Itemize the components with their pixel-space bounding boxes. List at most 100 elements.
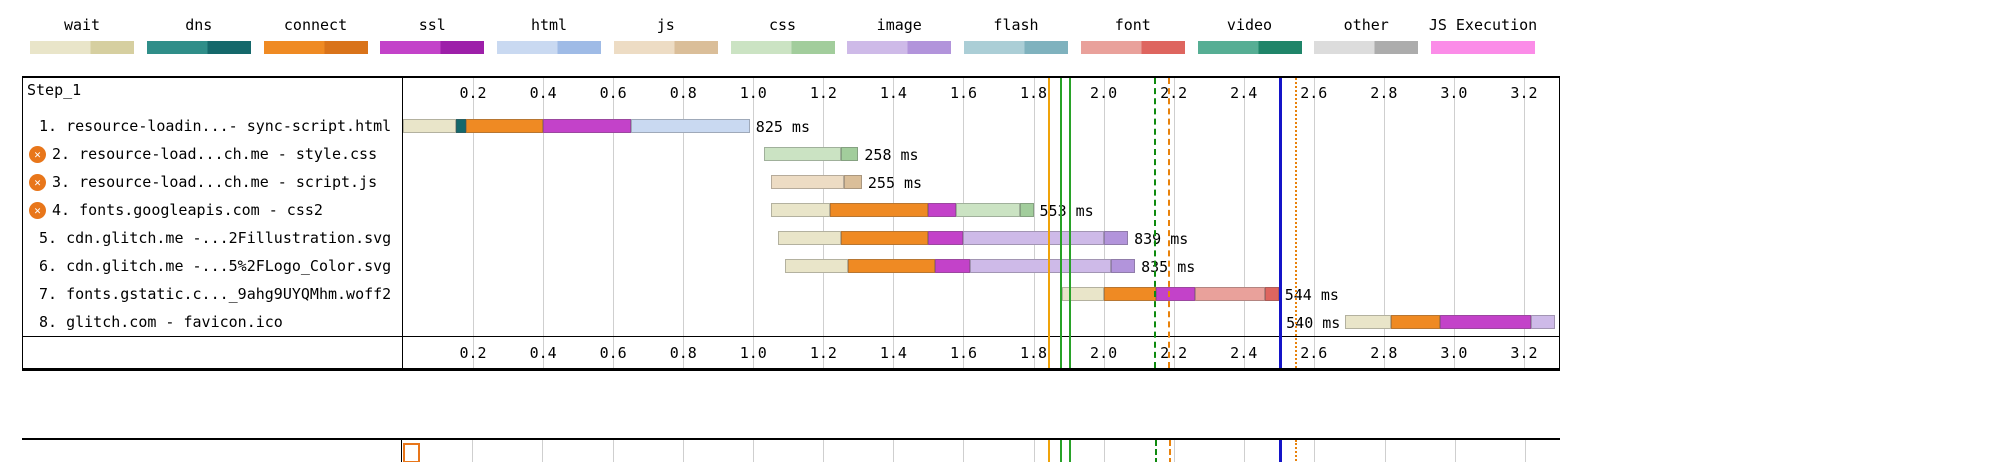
tick-label: 2.4 [1230, 84, 1258, 102]
request-label[interactable]: ✕ 4. fonts.googleapis.com - css2 [23, 196, 402, 224]
duration-label: 839 ms [1134, 230, 1189, 248]
legend-item-wait: wait [30, 16, 134, 54]
gridlines [402, 440, 1560, 462]
request-label-text: 7. fonts.gstatic.c..._9ahg9UYQMhm.woff2 [39, 285, 392, 303]
event-markers [402, 440, 1560, 462]
waterfall-table: Step_1 1. resource-loadin...- sync-scrip… [22, 76, 1560, 371]
request-bar-row[interactable]: 255 ms [403, 168, 1559, 196]
duration-label: 544 ms [1284, 286, 1339, 304]
legend-label: image [876, 16, 922, 34]
ssl-swatch-icon [380, 41, 485, 54]
request-bar-row[interactable]: 544 ms [403, 280, 1559, 308]
request-bar-row[interactable]: 540 ms [403, 308, 1559, 336]
tick-label: 1.6 [949, 344, 978, 362]
request-label-column: Step_1 1. resource-loadin...- sync-scrip… [23, 78, 403, 368]
bar-segment-connect [830, 203, 929, 217]
gridline [1244, 440, 1246, 462]
tick-label: 0.6 [599, 344, 627, 362]
time-axis-bottom: 0.2 0.4 0.6 0.8 1.0 1.2 1.4 1.6 1.8 2.0 2.2 2.4 2.6 2… [403, 336, 1559, 368]
legend-item-other: other [1314, 16, 1419, 54]
bar-segment-wait [770, 203, 831, 217]
gridline [1454, 440, 1456, 462]
gridline [1033, 440, 1035, 462]
request-label[interactable]: 5. cdn.glitch.me -...2Fillustration.svg [23, 224, 402, 252]
request-bar-row[interactable]: 258 ms [403, 140, 1559, 168]
tick-label: 1.2 [809, 344, 837, 362]
tick-label: 3.2 [1510, 344, 1538, 362]
gridline [542, 440, 544, 462]
bar-segment-html [630, 119, 750, 133]
bar-segment-connect [1103, 287, 1157, 301]
request-label[interactable]: 6. cdn.glitch.me -...5%2FLogo_Color.svg [23, 252, 402, 280]
js-swatch-icon [613, 41, 718, 54]
request-bar-row[interactable]: 825 ms [403, 112, 1559, 140]
request-labels: 1. resource-loadin...- sync-script.html ✕… [23, 112, 402, 336]
duration-label: 255 ms [867, 174, 923, 192]
dns-swatch-icon [146, 41, 251, 54]
bar-segment-ssl [1156, 287, 1195, 301]
tick-label: 1.4 [879, 84, 907, 102]
font-swatch-icon [1080, 41, 1185, 54]
request-label[interactable]: ✕ 3. resource-load...ch.me - script.js [23, 168, 402, 196]
tick-label: 0.8 [669, 84, 697, 102]
axis-spacer [23, 336, 402, 368]
request-bars: 825 ms 258 ms 255 ms 553 ms 839 ms 835 ms 544 … [403, 112, 1559, 336]
bar-segment-dns [455, 119, 467, 133]
gridline [1314, 440, 1316, 462]
bar-segment-connect [1390, 315, 1440, 329]
request-label-text: 4. fonts.googleapis.com - css2 [52, 201, 323, 219]
next-section-label-cell [22, 440, 402, 462]
bar-segment-font [1194, 287, 1265, 301]
legend-label: css [768, 16, 797, 34]
legend-item-js: js [613, 16, 718, 54]
tick-label: 0.8 [669, 344, 697, 362]
legend-item-css: css [730, 16, 835, 54]
bar-segment-connect [840, 231, 929, 245]
legend-label: other [1343, 16, 1389, 34]
duration-label: 553 ms [1039, 202, 1094, 220]
gridline [893, 440, 895, 462]
bar-segment-connect [466, 119, 544, 133]
legend-label: connect [283, 16, 348, 34]
green-line-1-marker [1059, 440, 1062, 462]
tick-label: 3.0 [1440, 84, 1468, 102]
legend-label: html [530, 16, 568, 34]
request-label-text: 8. glitch.com - favicon.ico [39, 313, 283, 331]
tick-label: 3.0 [1440, 344, 1468, 362]
bar-segment-font [1264, 287, 1279, 301]
request-label[interactable]: 8. glitch.com - favicon.ico [23, 308, 402, 336]
legend: wait dns connect ssl html js css image flash font… [30, 16, 1537, 54]
bar-segment-image [1530, 315, 1556, 329]
bar-segment-image [963, 231, 1104, 245]
duration-label: 835 ms [1141, 258, 1196, 276]
gridline [1384, 440, 1386, 462]
request-bar-row[interactable]: 553 ms [403, 196, 1559, 224]
request-label[interactable]: 7. fonts.gstatic.c..._9ahg9UYQMhm.woff2 [23, 280, 402, 308]
green-dashed-line-marker [1154, 440, 1157, 462]
request-label-text: 2. resource-load...ch.me - style.css [52, 145, 378, 163]
request-label[interactable]: ✕ 2. resource-load...ch.me - style.css [23, 140, 402, 168]
css-swatch-icon [730, 41, 835, 54]
legend-item-js-exec: JS Execution [1429, 16, 1537, 54]
bar-segment-image [1110, 259, 1136, 273]
legend-label: js [656, 16, 675, 34]
step-label: Step_1 [27, 81, 82, 99]
orange-dotted-line-marker [1295, 440, 1298, 462]
render-blocking-icon: ✕ [29, 201, 46, 219]
waterfall-plot: 0.2 0.4 0.6 0.8 1.0 1.2 1.4 1.6 1.8 2.0 2.2 2.4 2.6 2… [403, 78, 1559, 368]
time-axis-top: 0.2 0.4 0.6 0.8 1.0 1.2 1.4 1.6 1.8 2.0 2.2 2.4 2.6 2… [403, 78, 1559, 112]
legend-label: ssl [418, 16, 446, 34]
tick-label: 2.0 [1090, 344, 1118, 362]
gridline [472, 440, 474, 462]
green-line-2-marker [1068, 440, 1071, 462]
request-bar-row[interactable]: 839 ms [403, 224, 1559, 252]
legend-label: wait [63, 16, 101, 34]
bar-segment-image [970, 259, 1111, 273]
bar-segment-ssl [1439, 315, 1531, 329]
request-label[interactable]: 1. resource-loadin...- sync-script.html [23, 112, 402, 140]
request-bar-row[interactable]: 835 ms [403, 252, 1559, 280]
bar-segment-wait [777, 231, 841, 245]
next-section-bar-fragment [403, 443, 420, 462]
tick-label: 3.2 [1510, 84, 1538, 102]
duration-label: 540 ms [1286, 314, 1341, 332]
